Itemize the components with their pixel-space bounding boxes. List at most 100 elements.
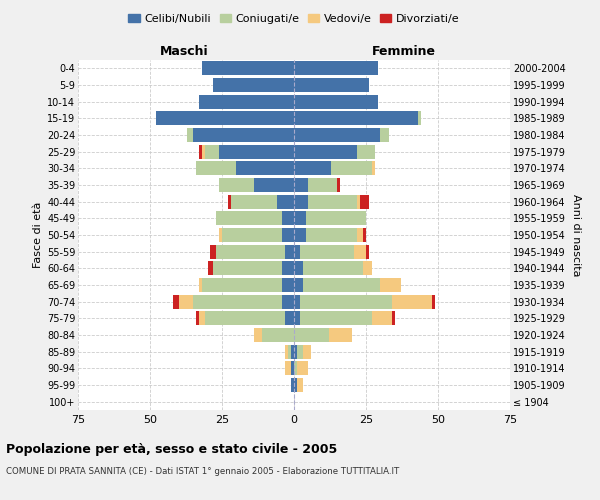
Bar [294,62,377,76]
Bar [291,361,294,376]
Bar [205,144,219,159]
Bar [294,228,305,242]
Bar [294,261,302,276]
Bar [187,128,193,142]
Bar [216,244,286,259]
Bar [283,294,294,308]
Bar [358,228,363,242]
Bar [305,228,358,242]
Bar [179,294,193,308]
Bar [222,228,283,242]
Bar [193,128,294,142]
Bar [156,112,294,126]
Bar [302,278,380,292]
Bar [363,261,372,276]
Bar [199,144,202,159]
Bar [214,261,283,276]
Bar [294,361,297,376]
Bar [230,194,277,209]
Bar [372,162,374,175]
Bar [219,228,222,242]
Bar [294,311,300,326]
Bar [208,261,214,276]
Bar [202,62,294,76]
Bar [196,162,236,175]
Bar [286,244,294,259]
Bar [283,278,294,292]
Bar [380,128,389,142]
Bar [196,311,199,326]
Bar [294,294,300,308]
Bar [432,294,435,308]
Bar [300,294,392,308]
Bar [372,311,392,326]
Bar [199,94,294,109]
Bar [294,194,308,209]
Text: COMUNE DI PRATA SANNITA (CE) - Dati ISTAT 1° gennaio 2005 - Elaborazione TUTTITA: COMUNE DI PRATA SANNITA (CE) - Dati ISTA… [6,468,399,476]
Bar [254,328,262,342]
Bar [297,361,308,376]
Bar [286,311,294,326]
Bar [358,194,360,209]
Bar [262,328,294,342]
Bar [286,344,288,359]
Bar [219,178,254,192]
Bar [228,194,230,209]
Text: Femmine: Femmine [371,46,436,59]
Bar [202,144,205,159]
Bar [202,278,283,292]
Bar [331,162,372,175]
Bar [294,162,331,175]
Bar [173,294,179,308]
Bar [288,344,291,359]
Bar [291,378,294,392]
Bar [308,178,337,192]
Bar [193,294,283,308]
Bar [199,278,202,292]
Bar [211,244,216,259]
Y-axis label: Anni di nascita: Anni di nascita [571,194,581,276]
Text: Maschi: Maschi [160,46,209,59]
Bar [294,328,329,342]
Bar [300,311,372,326]
Bar [216,211,283,226]
Bar [214,78,294,92]
Bar [392,311,395,326]
Bar [294,112,418,126]
Bar [380,278,401,292]
Bar [366,244,369,259]
Bar [236,162,294,175]
Bar [329,328,352,342]
Bar [254,178,294,192]
Bar [358,144,374,159]
Bar [294,378,297,392]
Bar [302,261,363,276]
Bar [199,311,205,326]
Bar [294,78,369,92]
Bar [308,194,358,209]
Bar [392,294,432,308]
Bar [205,311,286,326]
Bar [297,344,302,359]
Bar [355,244,366,259]
Bar [363,228,366,242]
Bar [283,228,294,242]
Bar [294,211,305,226]
Bar [294,178,308,192]
Bar [291,344,294,359]
Bar [294,344,297,359]
Bar [294,144,358,159]
Legend: Celibi/Nubili, Coniugati/e, Vedovi/e, Divorziati/e: Celibi/Nubili, Coniugati/e, Vedovi/e, Di… [124,10,464,29]
Bar [283,261,294,276]
Bar [302,344,311,359]
Bar [297,378,302,392]
Text: Popolazione per età, sesso e stato civile - 2005: Popolazione per età, sesso e stato civil… [6,442,337,456]
Bar [294,278,302,292]
Bar [277,194,294,209]
Bar [360,194,369,209]
Bar [305,211,366,226]
Bar [418,112,421,126]
Bar [219,144,294,159]
Bar [283,211,294,226]
Bar [294,128,380,142]
